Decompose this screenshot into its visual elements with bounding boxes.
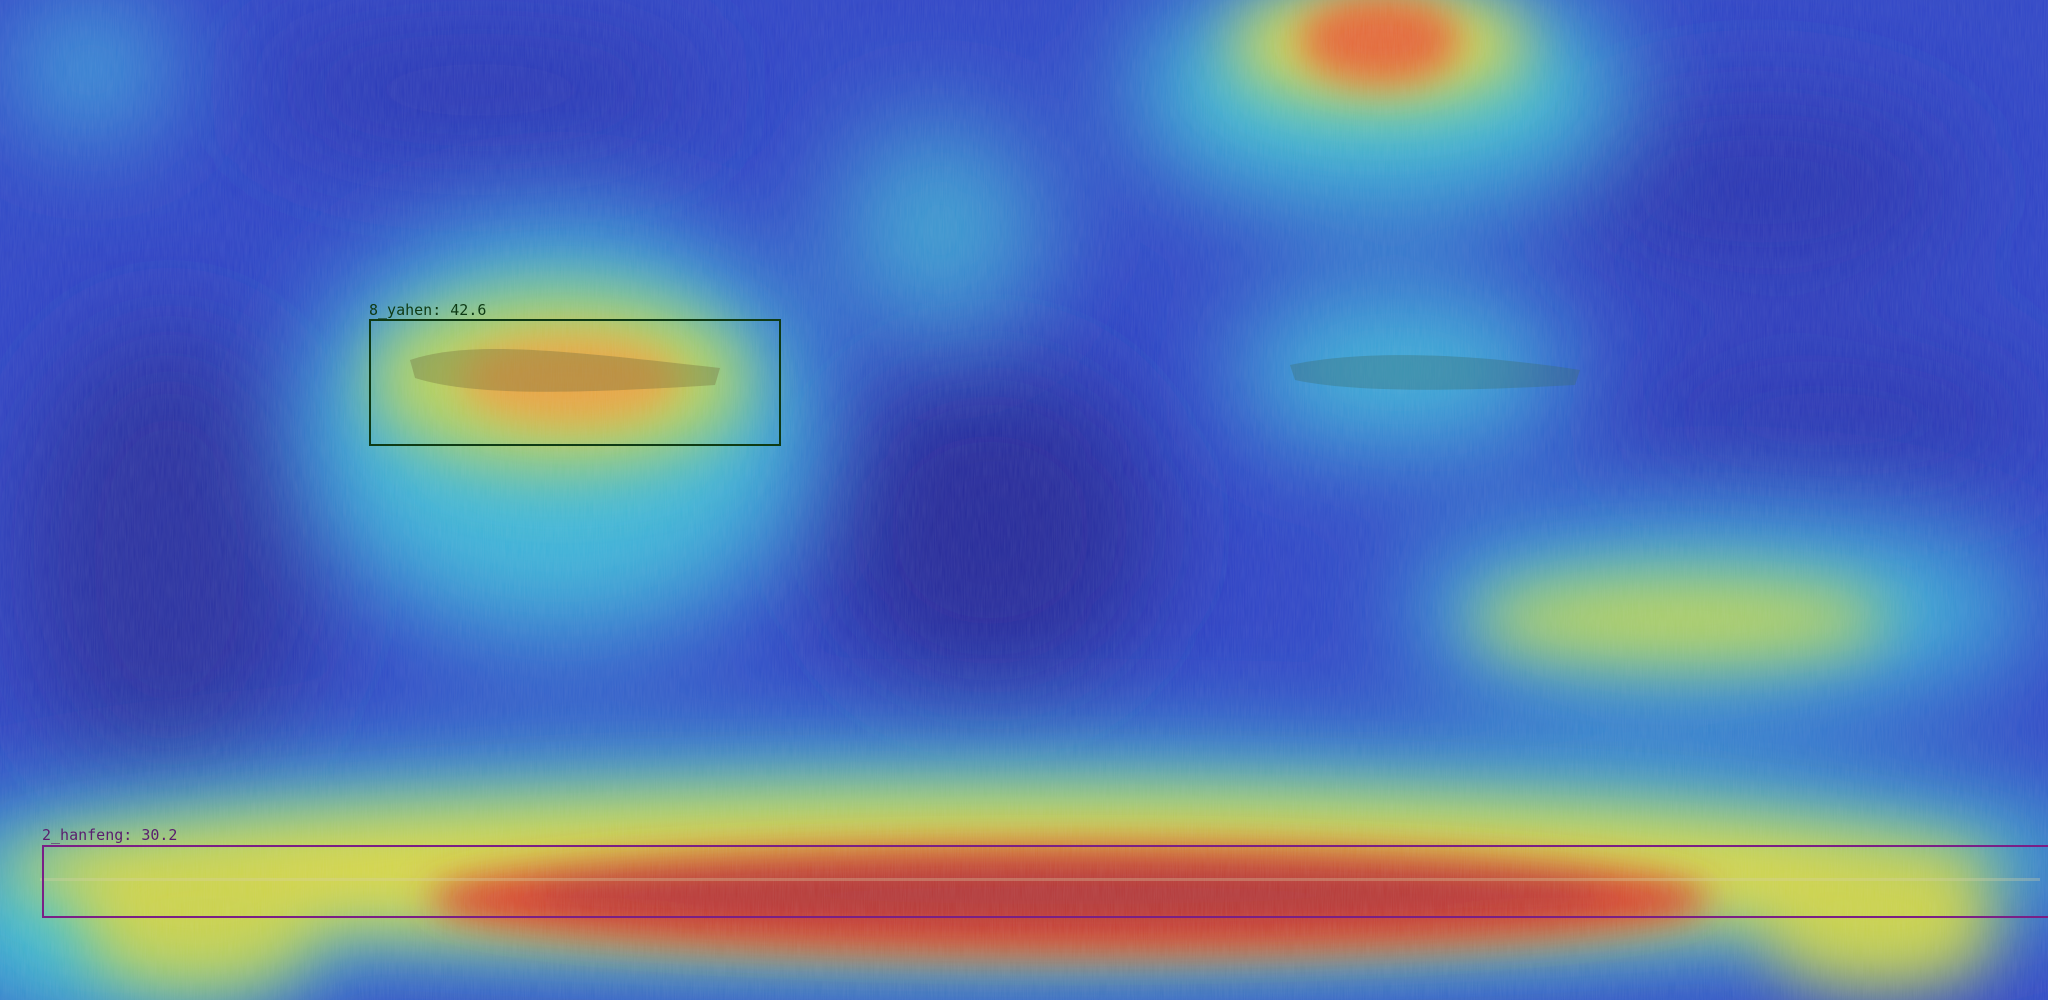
- defect-marks: [40, 348, 2040, 881]
- detection-box-yahen: [369, 319, 781, 446]
- defect-line-bottom: [40, 878, 2040, 881]
- defect-mark-upper-left: [410, 348, 720, 392]
- detection-label-yahen: 8_yahen: 42.6: [369, 301, 487, 319]
- detection-label-hanfeng: 2_hanfeng: 30.2: [42, 826, 178, 844]
- defect-mark-mid-right: [1290, 355, 1580, 390]
- detection-box-hanfeng: [42, 845, 2048, 918]
